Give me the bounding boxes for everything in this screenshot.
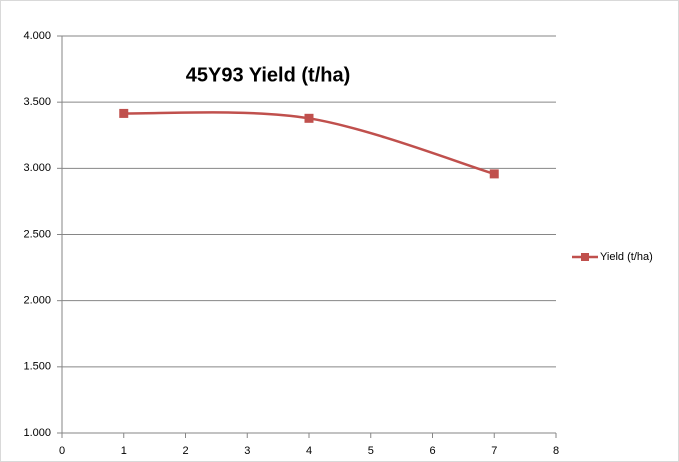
y-tick-label: 2.000 [23, 295, 51, 307]
x-tick-label: 3 [244, 445, 250, 457]
x-tick-label: 0 [59, 445, 65, 457]
y-tick-label: 3.000 [23, 162, 51, 174]
x-tick-label: 4 [306, 445, 312, 457]
x-tick-label: 2 [182, 445, 188, 457]
legend-label: Yield (t/ha) [600, 251, 653, 263]
x-tick-label: 8 [553, 445, 559, 457]
y-tick-label: 4.000 [23, 30, 51, 42]
y-tick-label: 2.500 [23, 228, 51, 240]
x-tick-label: 6 [429, 445, 435, 457]
y-tick-label: 1.000 [23, 427, 51, 439]
marker [119, 108, 129, 118]
x-tick-label: 7 [491, 445, 497, 457]
y-tick-label: 1.500 [23, 361, 51, 373]
x-tick-label: 5 [368, 445, 374, 457]
marker [489, 169, 499, 179]
legend-marker [581, 253, 589, 261]
chart-title: 45Y93 Yield (t/ha) [186, 64, 351, 86]
x-tick-label: 1 [121, 445, 127, 457]
y-tick-label: 3.500 [23, 96, 51, 108]
marker [304, 113, 314, 123]
